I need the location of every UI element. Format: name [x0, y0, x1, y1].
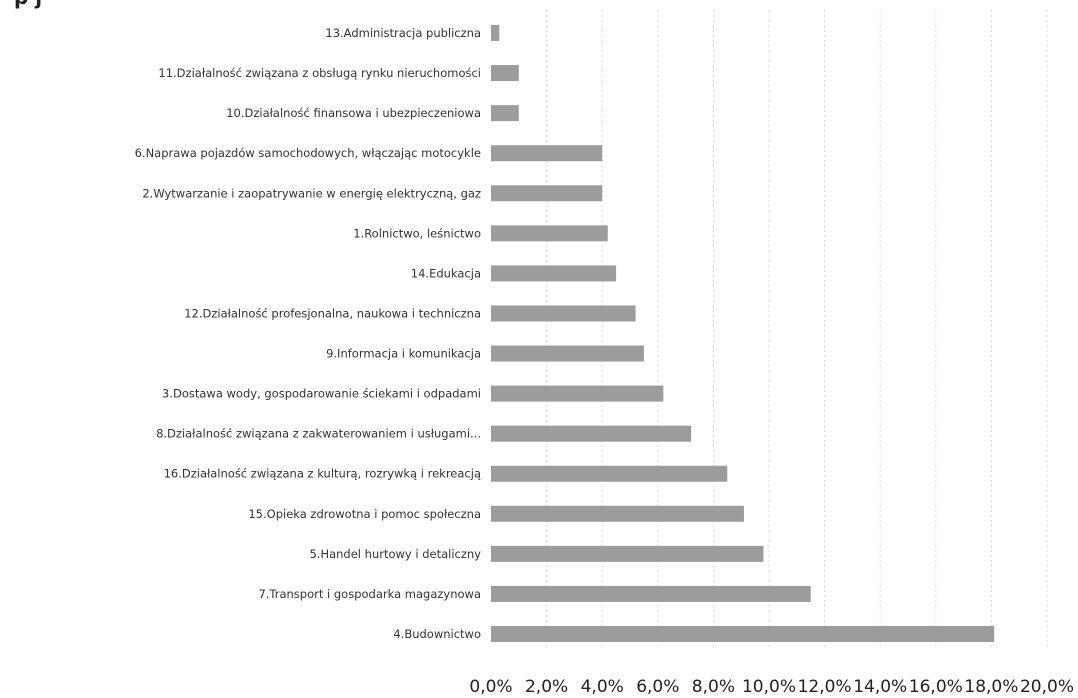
category-label-2: 10.Działalność finansowa i ubezpieczenio…: [226, 106, 481, 120]
bar-5: [491, 225, 608, 242]
x-tick-label-8: 16,0%: [909, 677, 963, 697]
bar-10: [491, 425, 692, 442]
category-labels-layer: 13.Administracja publiczna 11.Działalność…: [135, 26, 482, 641]
category-label-15: 4.Budownictwo: [393, 627, 481, 641]
category-label-9: 3.Dostawa wody, gospodarowanie ściekami …: [162, 387, 481, 401]
bar-15: [491, 626, 995, 642]
bar-13: [491, 545, 764, 562]
category-label-6: 14.Edukacja: [411, 266, 481, 280]
x-tick-label-9: 18,0%: [964, 677, 1018, 697]
bar-6: [491, 265, 617, 282]
category-label-8: 9.Informacja i komunikacja: [326, 347, 481, 361]
x-tick-label-6: 12,0%: [798, 677, 852, 697]
category-label-7: 12.Działalność profesjonalna, naukowa i …: [184, 306, 481, 320]
bar-7: [491, 305, 636, 322]
x-tick-label-3: 6,0%: [636, 677, 679, 697]
bars-layer: [491, 25, 995, 642]
bar-14: [491, 585, 811, 602]
chart-title-layer: p j: [14, 0, 42, 9]
bar-9: [491, 385, 664, 402]
bar-8: [491, 345, 644, 362]
category-label-1: 11.Działalność związana z obsługą rynku …: [158, 66, 481, 80]
bar-3: [491, 145, 603, 162]
x-tick-label-2: 4,0%: [581, 677, 624, 697]
bar-11: [491, 465, 728, 482]
x-tick-label-7: 14,0%: [853, 677, 907, 697]
category-label-10: 8.Działalność związana z zakwaterowaniem…: [156, 427, 481, 441]
category-label-0: 13.Administracja publiczna: [325, 26, 481, 40]
chart-title-fragment: p j: [14, 0, 42, 9]
category-label-3: 6.Naprawa pojazdów samochodowych, włącza…: [135, 146, 481, 160]
category-label-5: 1.Rolnictwo, leśnictwo: [353, 226, 481, 240]
grid-layer: [546, 10, 1048, 650]
category-label-11: 16.Działalność związana z kulturą, rozry…: [164, 467, 481, 481]
x-tick-label-0: 0,0%: [469, 677, 512, 697]
x-tick-label-1: 2,0%: [525, 677, 568, 697]
x-tick-label-10: 20,0%: [1020, 677, 1074, 697]
x-tick-label-4: 8,0%: [692, 677, 735, 697]
category-label-14: 7.Transport i gospodarka magazynowa: [258, 587, 481, 601]
x-axis-ticks-layer: 0,0% 2,0% 4,0% 6,0% 8,0% 10,0% 12,0% 14,0% 16,0%…: [469, 677, 1074, 697]
bar-1: [491, 65, 519, 82]
bar-0: [491, 25, 500, 41]
category-label-12: 15.Opieka zdrowotna i pomoc społeczna: [248, 507, 481, 521]
bar-12: [491, 505, 744, 522]
category-label-13: 5.Handel hurtowy i detaliczny: [309, 547, 481, 561]
x-tick-label-5: 10,0%: [742, 677, 796, 697]
category-label-4: 2.Wytwarzanie i zaopatrywanie w energię …: [142, 186, 481, 200]
bar-2: [491, 105, 519, 122]
bar-4: [491, 185, 603, 202]
